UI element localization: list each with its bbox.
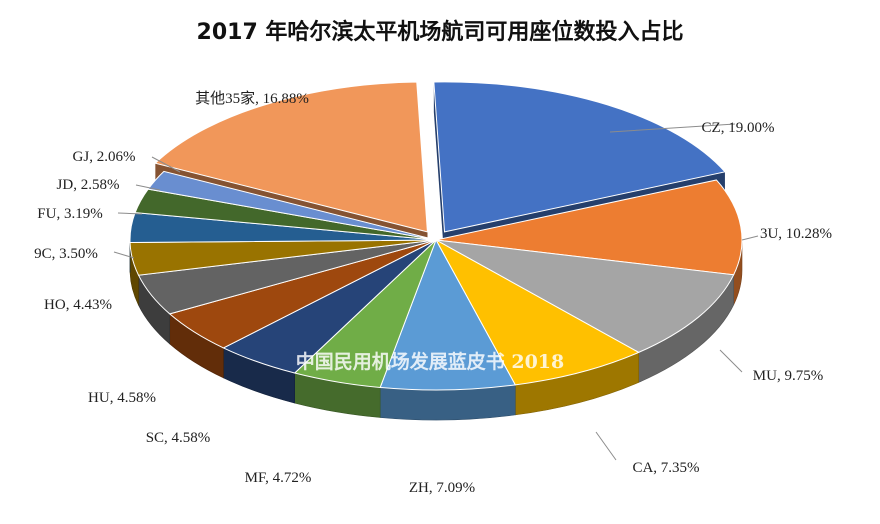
watermark-text: 中国民用机场发展蓝皮书 2018: [296, 350, 565, 373]
data-label-gj: GJ, 2.06%: [73, 149, 136, 165]
leader-line-fu: [117, 212, 143, 215]
data-label-zh: ZH, 7.09%: [409, 480, 475, 496]
pie-slice-35: [154, 81, 428, 233]
pie-slice-zh: [379, 238, 517, 391]
pie-slice-gj: [147, 170, 437, 241]
data-label-mf: MF, 4.72%: [245, 470, 312, 486]
data-label-ho: HO, 4.43%: [44, 297, 112, 313]
leader-line-ca: [595, 431, 617, 461]
data-label-mu: MU, 9.75%: [753, 368, 823, 384]
leader-line-gj: [151, 156, 181, 173]
data-label-sc: SC, 4.58%: [146, 430, 211, 446]
data-label-35: 其他35家, 16.88%: [195, 90, 309, 107]
pie-side-cz: [433, 81, 445, 262]
leader-line-jd: [135, 184, 161, 191]
pie-slice-mu: [435, 239, 735, 353]
leader-lines: [113, 123, 759, 461]
chart-title: 2017 年哈尔滨太平机场航司可用座位数投入占比: [196, 20, 684, 45]
data-label-9c: 9C, 3.50%: [34, 246, 98, 262]
leader-line-cz: [609, 123, 736, 133]
data-label-ca: CA, 7.35%: [632, 460, 699, 476]
leader-line-3u: [741, 235, 759, 241]
leader-line-9c: [113, 251, 135, 259]
data-label-jd: JD, 2.58%: [57, 177, 120, 193]
pie-slice-cz: [433, 81, 726, 233]
data-label-3u: 3U, 10.28%: [760, 226, 832, 242]
leader-line-mu: [719, 349, 743, 373]
pie-slice-3u: [435, 179, 743, 276]
pie-slice-ca: [434, 238, 640, 386]
data-label-cz: CZ, 19.00%: [702, 120, 775, 136]
data-label-fu: FU, 3.19%: [37, 206, 102, 222]
data-label-hu: HU, 4.58%: [88, 390, 156, 406]
pie-top-layer: [129, 81, 743, 391]
slice-labels: CZ, 19.00% 3U, 10.28% MU, 9.75% CA, 7.35% ZH…: [34, 90, 832, 496]
